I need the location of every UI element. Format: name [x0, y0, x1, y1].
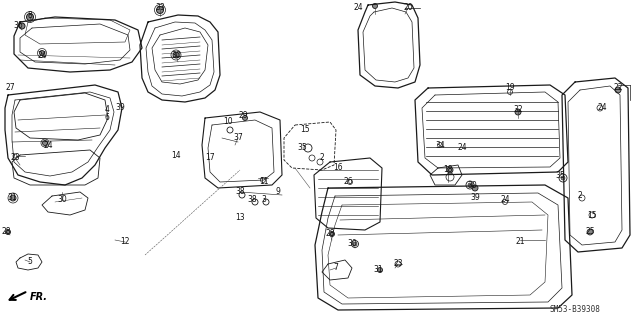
Text: 24: 24 [597, 103, 607, 113]
Circle shape [243, 115, 248, 121]
Circle shape [6, 229, 10, 234]
Text: 37: 37 [233, 133, 243, 143]
Text: 31: 31 [373, 265, 383, 275]
Circle shape [42, 140, 47, 145]
Text: 29: 29 [238, 112, 248, 121]
Text: 24: 24 [353, 4, 363, 12]
Text: 5: 5 [28, 257, 33, 266]
Text: 3: 3 [262, 196, 266, 204]
Circle shape [472, 185, 478, 191]
Text: 18: 18 [444, 166, 452, 174]
Text: 30: 30 [347, 240, 357, 249]
Text: 39: 39 [470, 194, 480, 203]
Circle shape [561, 176, 565, 180]
Circle shape [330, 232, 335, 236]
Text: 28: 28 [325, 229, 335, 239]
Text: 23: 23 [10, 153, 20, 162]
Text: 15: 15 [587, 211, 597, 219]
Text: 10: 10 [223, 117, 233, 127]
Text: 12: 12 [120, 238, 130, 247]
Text: 26: 26 [343, 177, 353, 187]
Circle shape [40, 50, 45, 56]
Text: 36: 36 [13, 20, 23, 29]
Text: 7: 7 [333, 263, 339, 272]
Text: 39: 39 [115, 103, 125, 113]
Text: 17: 17 [205, 153, 215, 162]
Text: 23: 23 [393, 259, 403, 269]
Text: 4: 4 [104, 106, 109, 115]
Text: 24: 24 [500, 196, 510, 204]
Text: 30: 30 [467, 181, 477, 189]
Circle shape [447, 167, 453, 173]
Text: 33: 33 [155, 4, 165, 12]
Circle shape [157, 6, 163, 13]
Text: SM53-B39308: SM53-B39308 [550, 306, 600, 315]
Circle shape [10, 195, 16, 201]
Circle shape [515, 109, 521, 115]
Text: 13: 13 [235, 213, 245, 222]
Text: 28: 28 [1, 227, 11, 236]
Text: 2: 2 [578, 190, 582, 199]
Circle shape [173, 52, 179, 58]
Text: 32: 32 [513, 106, 523, 115]
Text: 34: 34 [435, 140, 445, 150]
Text: 24: 24 [457, 144, 467, 152]
Text: 15: 15 [300, 125, 310, 135]
Text: 27: 27 [5, 84, 15, 93]
Text: 14: 14 [171, 151, 181, 160]
Circle shape [378, 268, 383, 272]
Text: 16: 16 [333, 164, 343, 173]
Circle shape [372, 4, 378, 9]
Text: 8: 8 [28, 11, 33, 19]
Text: 6: 6 [104, 114, 109, 122]
Circle shape [468, 183, 472, 187]
Text: 25: 25 [585, 227, 595, 236]
Text: 30: 30 [171, 50, 181, 60]
Circle shape [587, 229, 593, 235]
Text: 30: 30 [57, 196, 67, 204]
Circle shape [26, 13, 33, 20]
Text: 24: 24 [37, 50, 47, 60]
Text: 35: 35 [555, 170, 565, 180]
Text: 31: 31 [7, 194, 17, 203]
Text: 24: 24 [43, 140, 53, 150]
Text: 38: 38 [247, 196, 257, 204]
Text: 22: 22 [613, 84, 623, 93]
Text: 19: 19 [505, 84, 515, 93]
Text: 9: 9 [276, 188, 280, 197]
Text: 11: 11 [259, 177, 269, 187]
Circle shape [353, 242, 357, 246]
Text: 35: 35 [297, 144, 307, 152]
Text: 20: 20 [403, 4, 413, 12]
Circle shape [615, 87, 621, 93]
Text: FR.: FR. [30, 292, 48, 302]
Circle shape [19, 23, 25, 29]
Text: 2: 2 [319, 153, 324, 162]
Text: 21: 21 [515, 238, 525, 247]
Text: 38: 38 [235, 188, 245, 197]
